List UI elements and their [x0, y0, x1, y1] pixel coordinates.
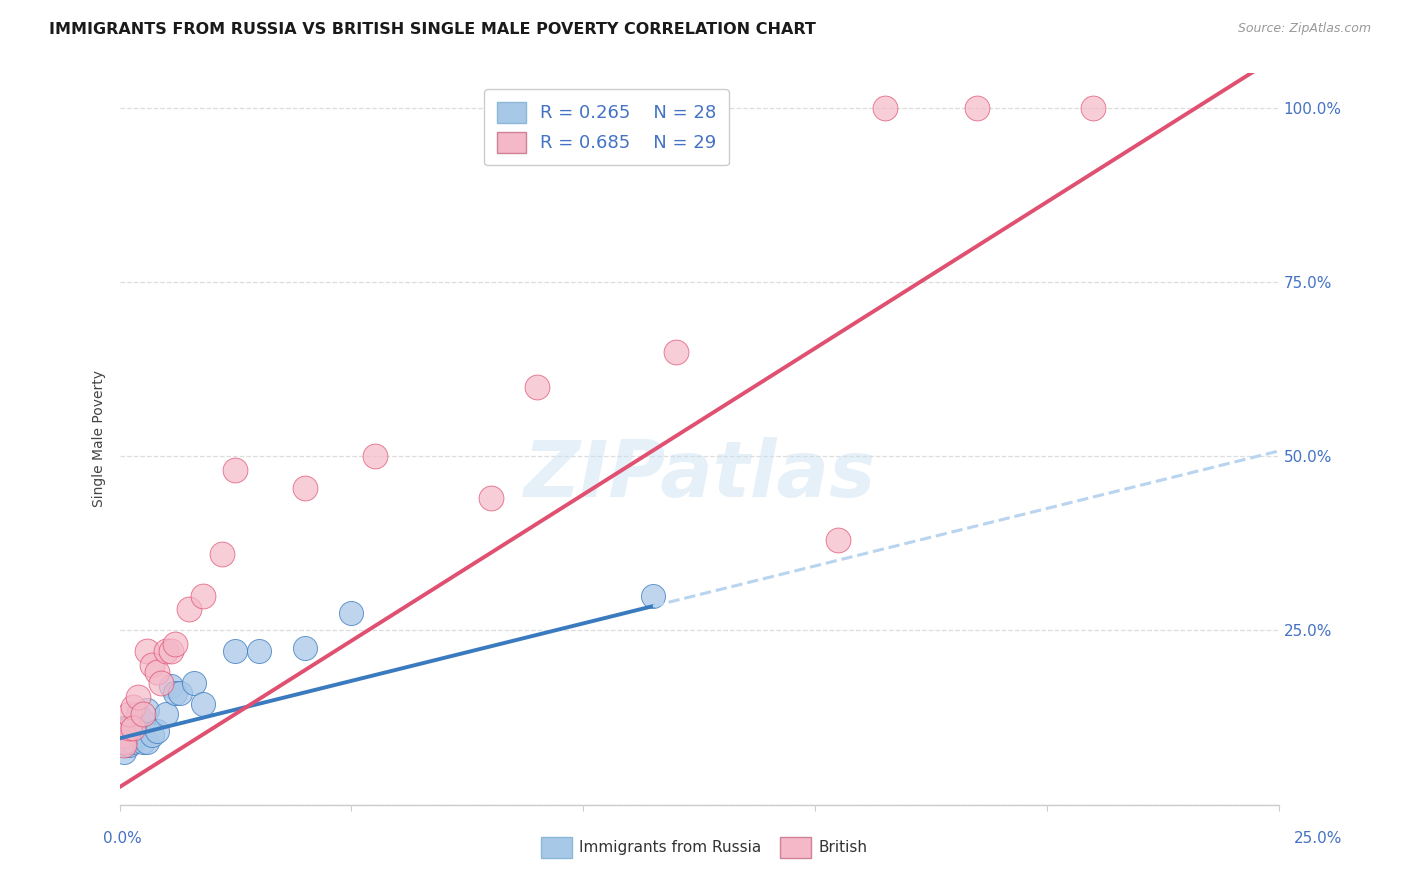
Point: [1083, 101, 1105, 115]
Point: [127, 728, 149, 742]
Point: [169, 686, 191, 700]
Point: [132, 706, 155, 721]
Point: [132, 714, 155, 728]
Point: [340, 606, 363, 620]
Point: [211, 547, 233, 561]
Point: [118, 739, 141, 753]
Point: [247, 644, 270, 658]
Point: [641, 589, 664, 603]
Point: [141, 658, 163, 673]
Point: [141, 728, 163, 742]
Point: [127, 690, 149, 704]
Point: [112, 721, 135, 735]
Point: [827, 533, 849, 547]
Text: 0.0%: 0.0%: [103, 831, 142, 846]
Point: [363, 449, 385, 463]
Point: [155, 706, 177, 721]
Text: 25.0%: 25.0%: [1295, 831, 1343, 846]
Point: [966, 101, 988, 115]
Point: [132, 735, 155, 749]
Point: [122, 735, 145, 749]
Point: [479, 491, 502, 505]
Point: [165, 637, 187, 651]
Point: [224, 463, 246, 477]
Point: [873, 101, 896, 115]
Point: [112, 745, 135, 759]
Point: [112, 728, 135, 742]
Y-axis label: Single Male Poverty: Single Male Poverty: [93, 370, 107, 508]
Point: [122, 724, 145, 739]
Point: [118, 706, 141, 721]
Point: [191, 697, 214, 711]
Point: [112, 731, 135, 746]
Point: [183, 675, 205, 690]
Text: IMMIGRANTS FROM RUSSIA VS BRITISH SINGLE MALE POVERTY CORRELATION CHART: IMMIGRANTS FROM RUSSIA VS BRITISH SINGLE…: [49, 22, 815, 37]
Text: Source: ZipAtlas.com: Source: ZipAtlas.com: [1237, 22, 1371, 36]
Point: [112, 735, 135, 749]
Point: [145, 724, 167, 739]
Point: [526, 379, 548, 393]
Point: [224, 644, 246, 658]
Point: [136, 644, 159, 658]
Point: [294, 481, 316, 495]
Point: [136, 704, 159, 718]
Text: ZIPatlas: ZIPatlas: [523, 437, 876, 513]
Point: [150, 675, 173, 690]
Point: [177, 602, 200, 616]
Point: [118, 721, 141, 735]
Point: [155, 644, 177, 658]
Point: [159, 679, 181, 693]
Point: [165, 686, 187, 700]
Point: [294, 640, 316, 655]
Text: Immigrants from Russia: Immigrants from Russia: [579, 840, 762, 855]
Point: [118, 735, 141, 749]
Point: [112, 739, 135, 753]
Point: [159, 644, 181, 658]
Point: [127, 706, 149, 721]
Point: [665, 344, 688, 359]
Point: [145, 665, 167, 680]
Point: [122, 721, 145, 735]
Text: British: British: [818, 840, 868, 855]
Point: [122, 700, 145, 714]
Point: [118, 728, 141, 742]
Point: [191, 589, 214, 603]
Point: [122, 721, 145, 735]
Legend: R = 0.265    N = 28, R = 0.685    N = 29: R = 0.265 N = 28, R = 0.685 N = 29: [484, 89, 728, 165]
Point: [136, 735, 159, 749]
